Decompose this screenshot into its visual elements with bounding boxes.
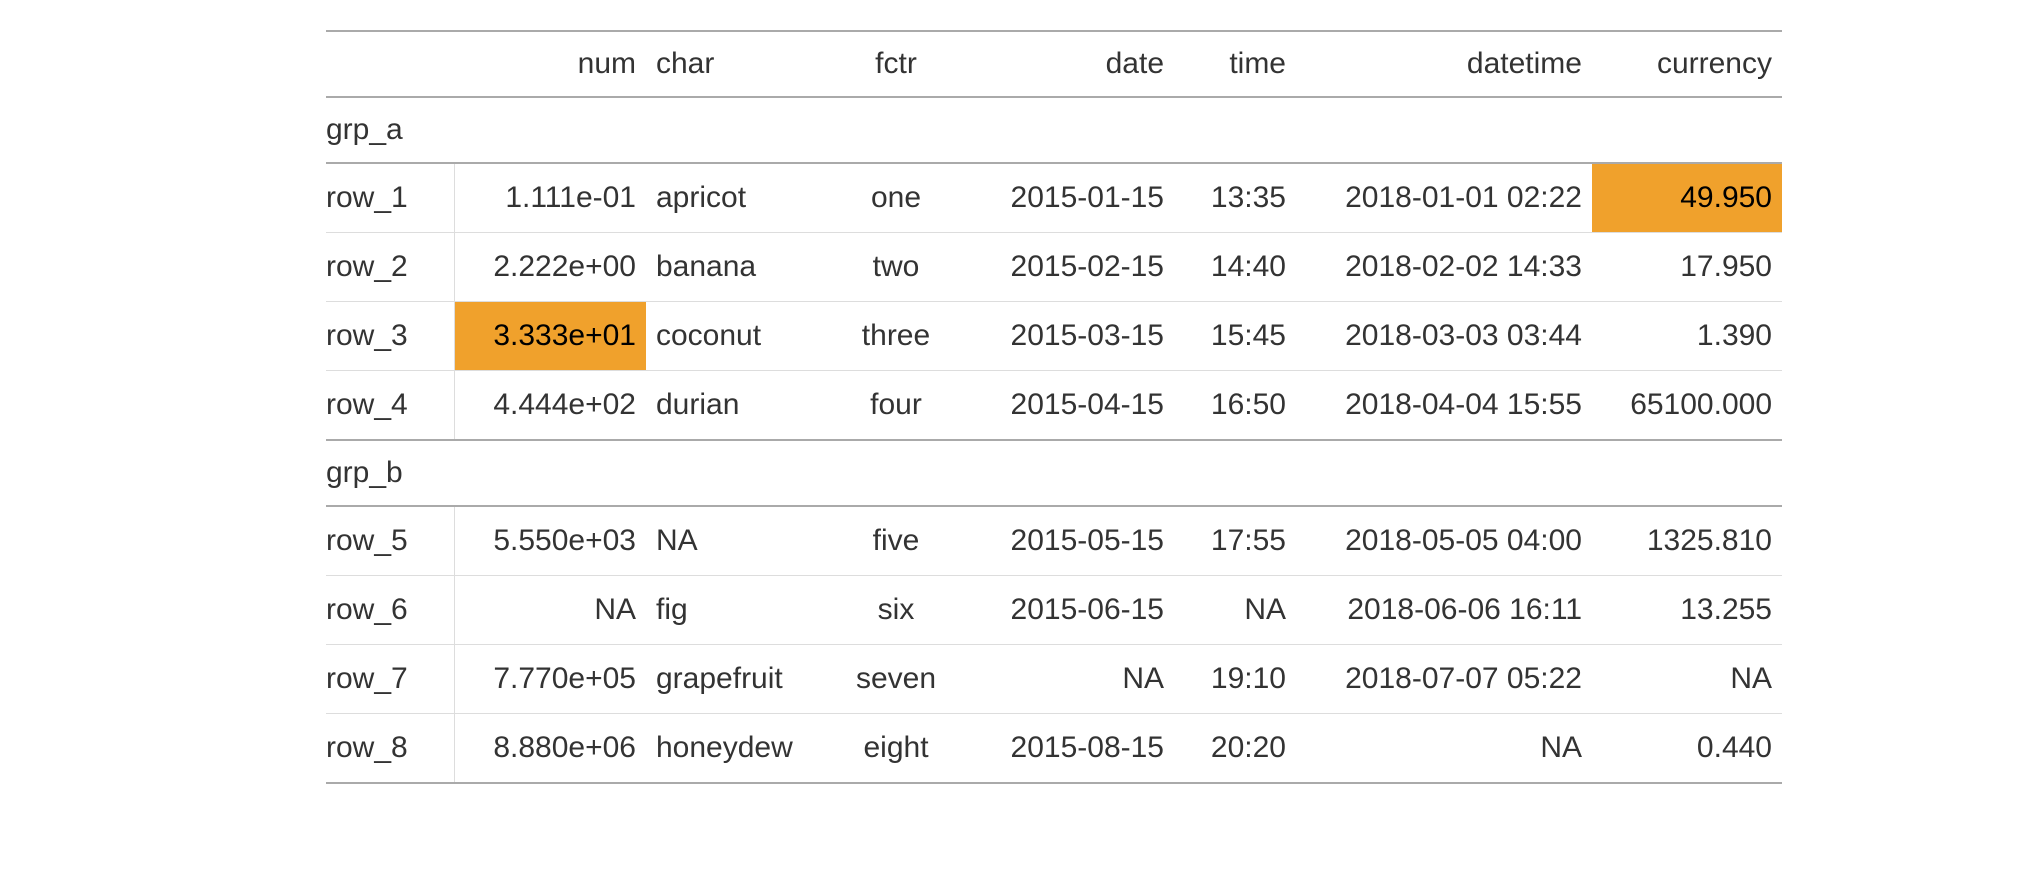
cell-date: 2015-05-15 bbox=[956, 506, 1174, 576]
data-table: num char fctr date time datetime currenc… bbox=[326, 30, 1782, 784]
cell-time: 15:45 bbox=[1174, 302, 1296, 371]
group-row: grp_b bbox=[326, 440, 1782, 506]
cell-fctr: eight bbox=[836, 714, 956, 784]
cell-char: honeydew bbox=[646, 714, 836, 784]
cell-datetime: 2018-05-05 04:00 bbox=[1296, 506, 1592, 576]
group-label: grp_b bbox=[326, 440, 1782, 506]
cell-time: 16:50 bbox=[1174, 371, 1296, 441]
cell-char: apricot bbox=[646, 163, 836, 233]
row-stub: row_4 bbox=[326, 371, 454, 441]
cell-fctr: five bbox=[836, 506, 956, 576]
cell-time: 14:40 bbox=[1174, 233, 1296, 302]
data-table-container: num char fctr date time datetime currenc… bbox=[326, 30, 1718, 784]
table-row: row_44.444e+02durianfour2015-04-1516:502… bbox=[326, 371, 1782, 441]
col-header-currency: currency bbox=[1592, 31, 1782, 97]
cell-num: 3.333e+01 bbox=[454, 302, 646, 371]
cell-fctr: three bbox=[836, 302, 956, 371]
cell-num: NA bbox=[454, 576, 646, 645]
cell-num: 7.770e+05 bbox=[454, 645, 646, 714]
cell-currency: 65100.000 bbox=[1592, 371, 1782, 441]
cell-time: 13:35 bbox=[1174, 163, 1296, 233]
cell-currency: 1325.810 bbox=[1592, 506, 1782, 576]
row-stub: row_2 bbox=[326, 233, 454, 302]
cell-datetime: 2018-07-07 05:22 bbox=[1296, 645, 1592, 714]
cell-fctr: seven bbox=[836, 645, 956, 714]
table-row: row_88.880e+06honeydeweight2015-08-1520:… bbox=[326, 714, 1782, 784]
cell-currency: NA bbox=[1592, 645, 1782, 714]
cell-currency: 49.950 bbox=[1592, 163, 1782, 233]
col-header-date: date bbox=[956, 31, 1174, 97]
group-row: grp_a bbox=[326, 97, 1782, 163]
cell-time: NA bbox=[1174, 576, 1296, 645]
cell-fctr: four bbox=[836, 371, 956, 441]
row-stub: row_7 bbox=[326, 645, 454, 714]
cell-currency: 1.390 bbox=[1592, 302, 1782, 371]
col-header-datetime: datetime bbox=[1296, 31, 1592, 97]
row-stub: row_1 bbox=[326, 163, 454, 233]
table-row: row_11.111e-01apricotone2015-01-1513:352… bbox=[326, 163, 1782, 233]
cell-num: 4.444e+02 bbox=[454, 371, 646, 441]
cell-num: 2.222e+00 bbox=[454, 233, 646, 302]
cell-time: 20:20 bbox=[1174, 714, 1296, 784]
cell-num: 5.550e+03 bbox=[454, 506, 646, 576]
cell-date: 2015-01-15 bbox=[956, 163, 1174, 233]
cell-char: fig bbox=[646, 576, 836, 645]
col-header-stub bbox=[326, 31, 454, 97]
table-body: grp_arow_11.111e-01apricotone2015-01-151… bbox=[326, 97, 1782, 783]
page-container: num char fctr date time datetime currenc… bbox=[0, 0, 2044, 872]
cell-currency: 13.255 bbox=[1592, 576, 1782, 645]
cell-datetime: 2018-02-02 14:33 bbox=[1296, 233, 1592, 302]
cell-fctr: two bbox=[836, 233, 956, 302]
table-row: row_6NAfigsix2015-06-15NA2018-06-06 16:1… bbox=[326, 576, 1782, 645]
cell-datetime: 2018-03-03 03:44 bbox=[1296, 302, 1592, 371]
cell-char: coconut bbox=[646, 302, 836, 371]
row-stub: row_8 bbox=[326, 714, 454, 784]
row-stub: row_6 bbox=[326, 576, 454, 645]
col-header-fctr: fctr bbox=[836, 31, 956, 97]
table-row: row_22.222e+00bananatwo2015-02-1514:4020… bbox=[326, 233, 1782, 302]
column-header-row: num char fctr date time datetime currenc… bbox=[326, 31, 1782, 97]
cell-date: NA bbox=[956, 645, 1174, 714]
table-row: row_33.333e+01coconutthree2015-03-1515:4… bbox=[326, 302, 1782, 371]
cell-datetime: NA bbox=[1296, 714, 1592, 784]
row-stub: row_5 bbox=[326, 506, 454, 576]
col-header-num: num bbox=[454, 31, 646, 97]
col-header-time: time bbox=[1174, 31, 1296, 97]
table-row: row_55.550e+03NAfive2015-05-1517:552018-… bbox=[326, 506, 1782, 576]
cell-datetime: 2018-04-04 15:55 bbox=[1296, 371, 1592, 441]
cell-char: banana bbox=[646, 233, 836, 302]
cell-currency: 17.950 bbox=[1592, 233, 1782, 302]
table-row: row_77.770e+05grapefruitsevenNA19:102018… bbox=[326, 645, 1782, 714]
cell-currency: 0.440 bbox=[1592, 714, 1782, 784]
cell-date: 2015-08-15 bbox=[956, 714, 1174, 784]
cell-num: 8.880e+06 bbox=[454, 714, 646, 784]
table-header: num char fctr date time datetime currenc… bbox=[326, 31, 1782, 97]
cell-datetime: 2018-01-01 02:22 bbox=[1296, 163, 1592, 233]
cell-time: 19:10 bbox=[1174, 645, 1296, 714]
cell-fctr: one bbox=[836, 163, 956, 233]
cell-char: grapefruit bbox=[646, 645, 836, 714]
cell-char: durian bbox=[646, 371, 836, 441]
group-label: grp_a bbox=[326, 97, 1782, 163]
row-stub: row_3 bbox=[326, 302, 454, 371]
cell-datetime: 2018-06-06 16:11 bbox=[1296, 576, 1592, 645]
cell-date: 2015-03-15 bbox=[956, 302, 1174, 371]
cell-time: 17:55 bbox=[1174, 506, 1296, 576]
cell-date: 2015-04-15 bbox=[956, 371, 1174, 441]
col-header-char: char bbox=[646, 31, 836, 97]
cell-fctr: six bbox=[836, 576, 956, 645]
cell-char: NA bbox=[646, 506, 836, 576]
cell-date: 2015-06-15 bbox=[956, 576, 1174, 645]
cell-date: 2015-02-15 bbox=[956, 233, 1174, 302]
cell-num: 1.111e-01 bbox=[454, 163, 646, 233]
